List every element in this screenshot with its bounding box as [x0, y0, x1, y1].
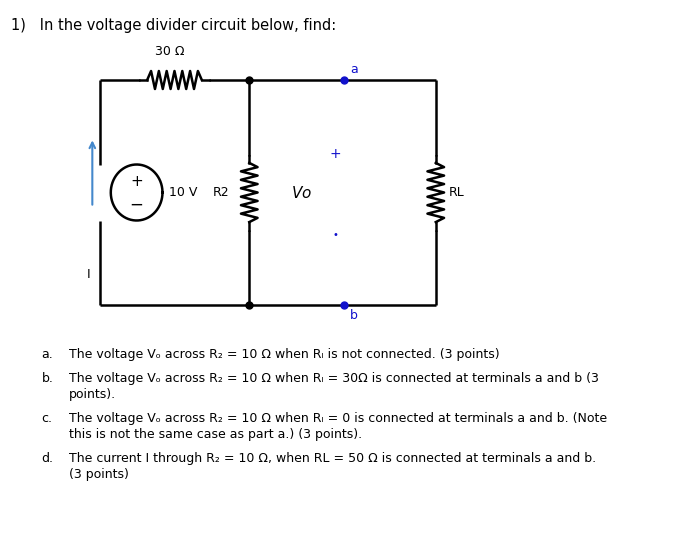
Text: c.: c. [41, 412, 52, 425]
Text: $\it{Vo}$: $\it{Vo}$ [291, 184, 312, 201]
Text: a.: a. [41, 348, 53, 361]
Text: The voltage Vₒ across R₂ = 10 Ω when Rₗ = 0 is connected at terminals a and b. (: The voltage Vₒ across R₂ = 10 Ω when Rₗ … [69, 412, 608, 425]
Text: (3 points): (3 points) [69, 468, 129, 481]
Text: I: I [87, 269, 90, 282]
Text: b.: b. [41, 372, 53, 385]
Text: The current I through R₂ = 10 Ω, when RL = 50 Ω is connected at terminals a and : The current I through R₂ = 10 Ω, when RL… [69, 452, 596, 465]
Text: 30 Ω: 30 Ω [155, 45, 185, 58]
Text: a: a [350, 63, 358, 76]
Text: points).: points). [69, 388, 116, 401]
Text: The voltage Vₒ across R₂ = 10 Ω when Rₗ = 30Ω is connected at terminals a and b : The voltage Vₒ across R₂ = 10 Ω when Rₗ … [69, 372, 599, 385]
Text: +: + [329, 148, 341, 161]
Text: The voltage Vₒ across R₂ = 10 Ω when Rₗ is not connected. (3 points): The voltage Vₒ across R₂ = 10 Ω when Rₗ … [69, 348, 500, 361]
Text: 10 V: 10 V [169, 186, 197, 199]
Text: 1)   In the voltage divider circuit below, find:: 1) In the voltage divider circuit below,… [11, 18, 336, 33]
Text: b: b [350, 309, 358, 322]
Text: R2: R2 [212, 186, 229, 199]
Text: •: • [332, 230, 338, 240]
Text: −: − [130, 196, 144, 214]
Text: +: + [130, 174, 143, 189]
Text: d.: d. [41, 452, 53, 465]
Text: this is not the same case as part a.) (3 points).: this is not the same case as part a.) (3… [69, 428, 363, 441]
Text: RL: RL [449, 186, 464, 199]
